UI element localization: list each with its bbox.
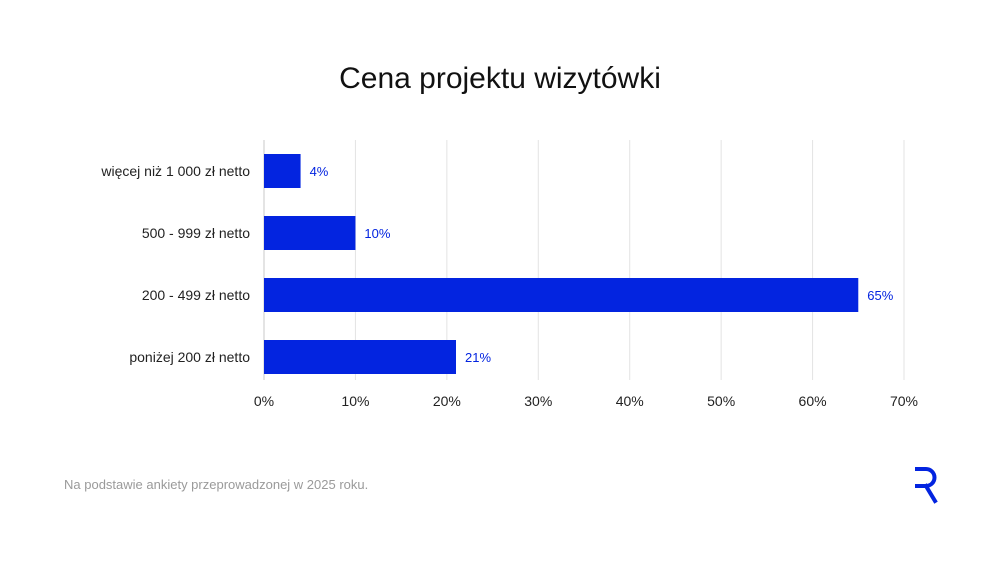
category-label: poniżej 200 zł netto — [129, 349, 250, 365]
x-tick-label: 50% — [707, 393, 735, 409]
x-tick-label: 60% — [799, 393, 827, 409]
data-label: 4% — [310, 164, 329, 179]
category-labels: więcej niż 1 000 zł netto 500 - 999 zł ne… — [100, 163, 250, 365]
x-tick-label: 10% — [341, 393, 369, 409]
bar — [264, 340, 456, 374]
category-label: więcej niż 1 000 zł netto — [100, 163, 250, 179]
r-logo-icon — [915, 467, 938, 504]
bar — [264, 278, 859, 312]
x-tick-label: 0% — [254, 393, 274, 409]
x-axis-tick-labels: 0% 10% 20% 30% 40% 50% 60% 70% — [254, 393, 918, 409]
data-label: 10% — [364, 226, 390, 241]
data-label: 65% — [867, 288, 893, 303]
data-labels: 4% 10% 65% 21% — [310, 164, 894, 365]
bar — [264, 154, 301, 188]
category-label: 200 - 499 zł netto — [142, 287, 250, 303]
chart-title: Cena projektu wizytówki — [339, 62, 661, 95]
bars — [264, 154, 859, 374]
x-tick-label: 20% — [433, 393, 461, 409]
bar — [264, 216, 356, 250]
footnote: Na podstawie ankiety przeprowadzonej w 2… — [64, 477, 369, 492]
x-tick-label: 30% — [524, 393, 552, 409]
x-tick-label: 70% — [890, 393, 918, 409]
x-tick-label: 40% — [616, 393, 644, 409]
category-label: 500 - 999 zł netto — [142, 225, 250, 241]
data-label: 21% — [465, 350, 491, 365]
